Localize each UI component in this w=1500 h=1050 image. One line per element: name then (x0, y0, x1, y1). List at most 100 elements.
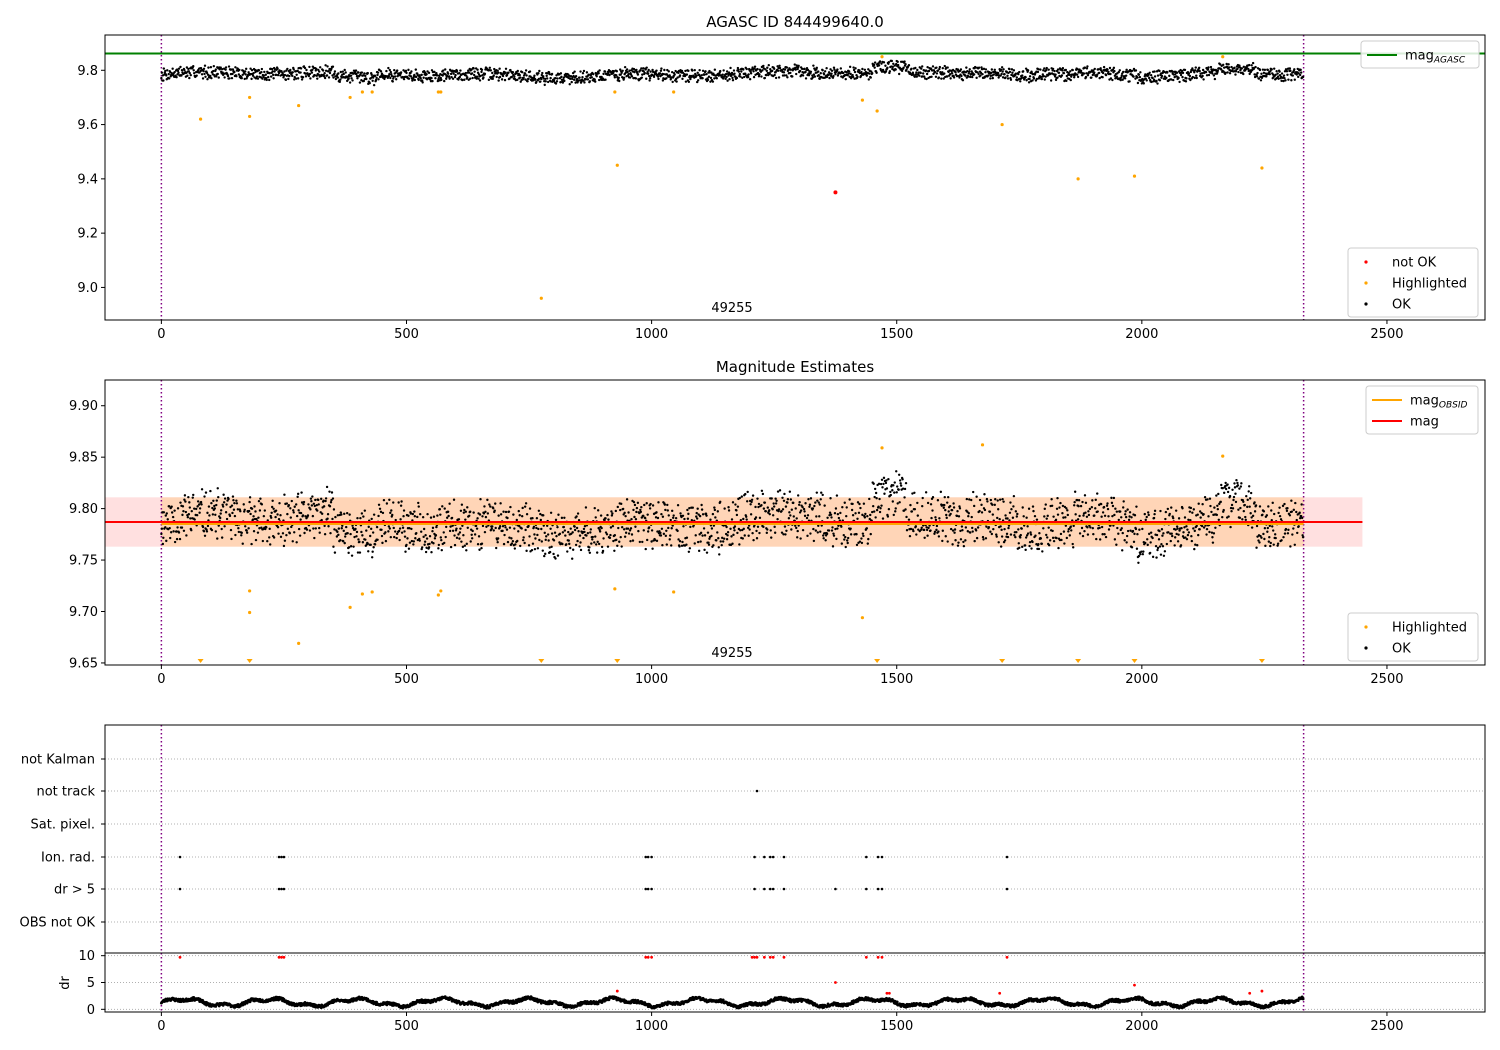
panel2-ok-point (1082, 514, 1085, 517)
panel2-ok-point (816, 531, 819, 534)
panel2-ok-point (638, 540, 642, 544)
panel2-ok-point (768, 512, 771, 516)
panel1-ok-point (727, 74, 730, 77)
panel2-ok-point (721, 540, 725, 543)
panel1-ok-point (1076, 68, 1079, 71)
panel1-ok-point (1185, 77, 1188, 80)
panel2-ok-point (1283, 502, 1286, 506)
panel2-ok-point (270, 511, 273, 514)
panel2-ok-point (868, 497, 871, 501)
panel1-ok-point (570, 80, 573, 84)
panel2-ok-point (537, 527, 540, 531)
panel2-ok-point (479, 498, 482, 501)
panel1-ok-point (1168, 74, 1171, 78)
panel1-ok-point (971, 75, 974, 79)
panel1-ok-point (415, 75, 418, 79)
panel2-ok-point (939, 490, 943, 494)
panel2-ok-point (352, 545, 355, 548)
panel1-ok-point (264, 73, 267, 76)
panel2-ok-point (872, 510, 876, 513)
panel1-ok-point (590, 76, 593, 79)
panel2-ok-point (1018, 546, 1021, 549)
panel1-ok-point (660, 67, 663, 70)
flag-point (644, 855, 648, 859)
panel1-ok-point (620, 71, 623, 74)
panel2-ok-point (1264, 544, 1267, 548)
panel1-ok-point (933, 70, 937, 74)
panel1-ok-point (628, 69, 631, 72)
panel2-ok-point (787, 517, 791, 520)
panel1-highlighted-point (1076, 177, 1080, 181)
panel1-ok-point (265, 78, 268, 82)
panel1-ok-point (846, 74, 849, 77)
panel1-ok-point (463, 78, 466, 81)
panel2-ok-point (1061, 512, 1064, 515)
panel2-ok-point (796, 536, 799, 539)
panel1-ok-point (202, 69, 205, 73)
panel1-ok-point (1056, 68, 1060, 71)
panel2-ok-point (644, 547, 647, 551)
panel1-ok-point (244, 70, 247, 73)
panel2-ok-point (909, 503, 912, 507)
panel2-ok-point (710, 527, 714, 530)
panel2-ok-point (795, 526, 798, 530)
panel1-ok-point (1121, 78, 1124, 81)
panel2-ok-point (1016, 512, 1019, 516)
panel2-ok-point (228, 514, 232, 518)
panel1-ok-point (481, 74, 484, 77)
panel1-ok-point (1261, 68, 1265, 71)
panel2-ok-point (320, 518, 323, 522)
panel2-ok-point (1173, 544, 1176, 547)
panel2-ok-point (1162, 554, 1166, 557)
panel2-ok-point (494, 502, 497, 505)
panel1-ok-point (646, 72, 650, 75)
panel2-ok-point (846, 541, 849, 545)
panel2-ok-point (539, 518, 543, 522)
panel2-ok-point (360, 530, 363, 534)
panel1-ok-point (915, 71, 918, 74)
panel1-ok-point (890, 59, 894, 63)
panel1-ok-point (407, 77, 411, 80)
panel1-ok-point (487, 78, 491, 82)
panel2-ok-point (573, 528, 577, 532)
panel2-ok-point (809, 497, 813, 500)
panel1-ok-point (887, 60, 891, 64)
panel1-ok-point (586, 78, 590, 81)
panel2-ok-point (1183, 516, 1187, 519)
panel1-ok-point (902, 66, 905, 69)
panel1-ok-point (785, 66, 789, 69)
panel2-ok-point (705, 551, 709, 554)
panel2-ok-point (427, 546, 431, 549)
panel2-ok-point (622, 528, 626, 531)
panel2-ok-point (1272, 529, 1275, 532)
panel1-ok-point (390, 72, 393, 76)
panel2-ok-point (1288, 514, 1292, 517)
panel1-ok-point (946, 66, 949, 69)
panel1-ok-point (528, 70, 532, 73)
panel1-ok-point (737, 70, 741, 73)
panel1-ok-point (185, 66, 189, 69)
panel1-ok-point (910, 67, 913, 71)
panel2-ok-point (834, 507, 838, 510)
panel2-ok-point (959, 538, 963, 541)
panel2-ok-point (1115, 510, 1119, 513)
panel2-ok-point (1208, 497, 1212, 500)
flag-point (763, 855, 766, 859)
panel2-ok-point (770, 536, 773, 539)
panel1-ok-point (453, 75, 457, 79)
panel1-ok-point (220, 67, 224, 71)
panel2-ok-point (422, 535, 425, 539)
panel1-ok-point (695, 74, 698, 77)
panel1-ok-point (543, 83, 546, 87)
panel1-ok-point (732, 69, 736, 72)
panel2-ok-point (523, 505, 527, 508)
panel2-y-tick-label: 9.80 (69, 502, 98, 517)
panel1-ok-point (807, 74, 811, 77)
panel1-ok-point (852, 66, 855, 69)
panel2-ok-point (1266, 526, 1270, 530)
panel1-ok-point (355, 74, 359, 78)
panel2-ok-point (336, 530, 339, 534)
panel2-ok-point (715, 539, 718, 542)
panel2-ok-point (204, 491, 208, 494)
panel2-ok-point (1116, 526, 1119, 530)
